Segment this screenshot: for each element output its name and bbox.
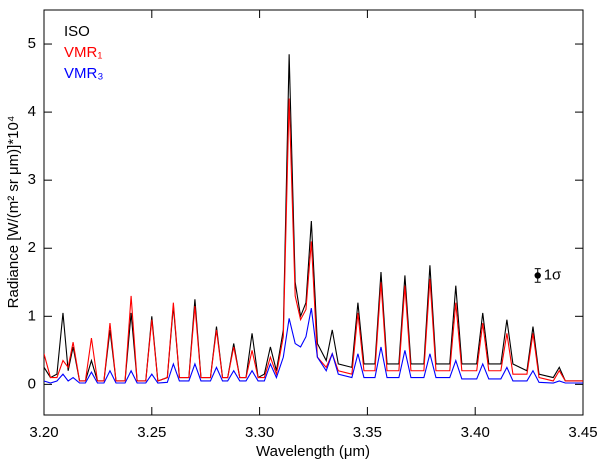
y-axis-label: Radiance [W/(m² sr μm)]*10⁴ xyxy=(5,116,22,309)
y-tick-label: 0 xyxy=(28,375,36,392)
x-tick-label: 3.45 xyxy=(568,424,597,441)
y-tick-label: 5 xyxy=(28,35,36,52)
series-line xyxy=(44,98,583,382)
x-tick-label: 3.30 xyxy=(245,424,274,441)
annotation-point xyxy=(534,272,541,279)
x-tick-label: 3.25 xyxy=(137,424,166,441)
x-tick-label: 3.35 xyxy=(353,424,382,441)
legend-entry: VMR₁ xyxy=(64,44,102,61)
y-tick-label: 3 xyxy=(28,171,36,188)
x-tick-label: 3.20 xyxy=(29,424,58,441)
legend-entry: VMR₃ xyxy=(64,65,103,82)
y-tick-label: 4 xyxy=(28,103,36,120)
series-line xyxy=(44,54,583,382)
y-tick-label: 2 xyxy=(28,239,36,256)
y-tick-label: 1 xyxy=(28,307,36,324)
legend-entry: ISO xyxy=(64,23,90,40)
series-line xyxy=(44,308,583,384)
annotation-label: 1σ xyxy=(544,266,562,283)
x-tick-label: 3.40 xyxy=(461,424,490,441)
x-axis-label: Wavelength (μm) xyxy=(256,443,370,460)
plot-frame xyxy=(43,9,584,416)
